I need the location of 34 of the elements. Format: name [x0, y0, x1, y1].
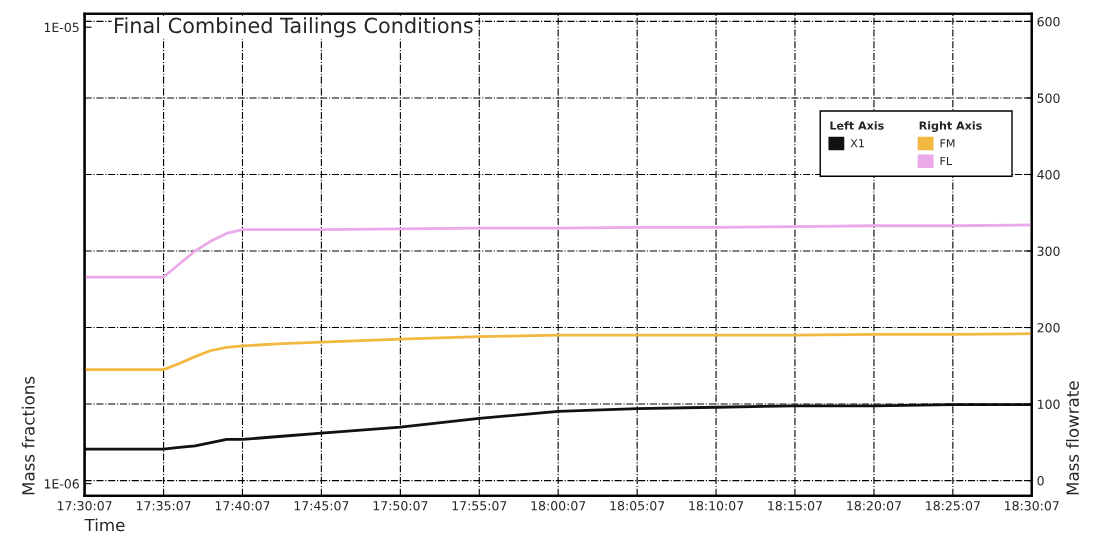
- y2-tick-label: 500: [1037, 93, 1060, 103]
- x-tick-label: 17:35:07: [136, 500, 191, 511]
- y-tick-label: 1E-05: [44, 22, 79, 33]
- line-series: [84, 223, 1032, 279]
- chart-title: Final Combined Tailings Conditions: [115, 17, 473, 38]
- annotation: Left Axis: [830, 121, 884, 130]
- x-tick-label: 17:30:07: [57, 500, 112, 511]
- y2-tick-label: 100: [1037, 399, 1060, 409]
- line-series: [84, 332, 1032, 372]
- y-tick-label: 1E-06: [44, 479, 79, 489]
- x-tick-label: 18:20:07: [847, 500, 901, 511]
- legend-label: X1: [850, 139, 864, 148]
- x-tick-label: 18:15:07: [768, 500, 822, 511]
- y-axis-title: Mass fractions: [21, 376, 35, 495]
- y2-tick-label: 0: [1037, 476, 1044, 486]
- x-tick-label: 18:25:07: [926, 500, 980, 511]
- x-tick-label: 17:45:07: [294, 500, 349, 511]
- x-tick-label: 18:00:07: [531, 500, 586, 511]
- x-tick-label: 17:50:07: [373, 500, 428, 511]
- x-tick-label: 18:10:07: [689, 500, 744, 511]
- legend-label: FL: [940, 156, 953, 165]
- y2-tick-label: 200: [1037, 323, 1060, 333]
- x-axis-title: Time: [84, 518, 125, 532]
- y2-tick-label: 400: [1037, 169, 1060, 180]
- x-tick-label: 17:40:07: [215, 500, 270, 511]
- x-tick-label: 18:05:07: [610, 500, 665, 511]
- annotation: Right Axis: [919, 121, 982, 132]
- x-tick-label: 17:55:07: [452, 500, 507, 511]
- line-series: [84, 403, 1032, 451]
- y2-tick-label: 300: [1037, 246, 1060, 256]
- x-tick-label: 18:30:07: [1005, 500, 1059, 511]
- y2-tick-label: 600: [1037, 16, 1060, 27]
- legend-label: FM: [940, 139, 955, 148]
- y2-axis-title: Mass flowrate: [1066, 381, 1079, 495]
